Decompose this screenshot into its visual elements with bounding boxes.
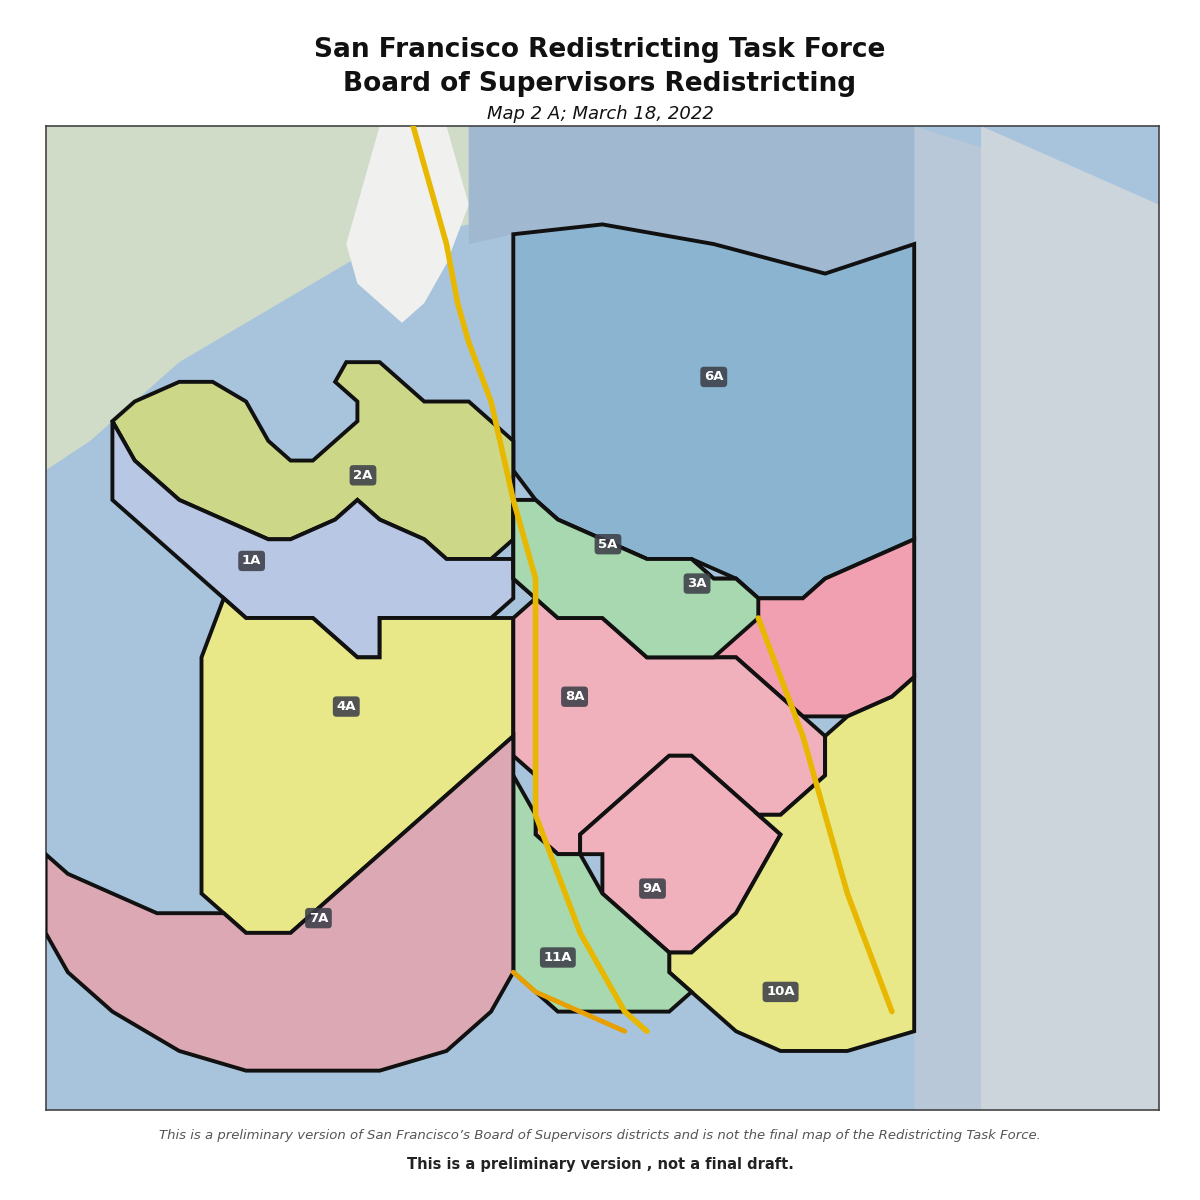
Text: 5A: 5A xyxy=(599,538,618,551)
Polygon shape xyxy=(46,126,469,470)
Text: 7A: 7A xyxy=(308,912,328,925)
Polygon shape xyxy=(113,421,514,658)
Polygon shape xyxy=(580,756,780,953)
Text: Map 2 A; March 18, 2022: Map 2 A; March 18, 2022 xyxy=(486,104,714,122)
Text: 8A: 8A xyxy=(565,690,584,703)
Polygon shape xyxy=(446,126,914,274)
Text: 6A: 6A xyxy=(704,371,724,384)
Polygon shape xyxy=(514,599,826,854)
Polygon shape xyxy=(202,599,514,932)
Text: This is a preliminary version , not a final draft.: This is a preliminary version , not a fi… xyxy=(407,1157,793,1171)
Polygon shape xyxy=(514,775,691,1012)
Polygon shape xyxy=(514,500,758,658)
Polygon shape xyxy=(514,224,914,599)
Polygon shape xyxy=(347,126,469,323)
Text: 4A: 4A xyxy=(336,700,356,713)
Text: San Francisco Redistricting Task Force: San Francisco Redistricting Task Force xyxy=(314,37,886,64)
Text: Board of Supervisors Redistricting: Board of Supervisors Redistricting xyxy=(343,71,857,97)
Text: This is a preliminary version of San Francisco’s Board of Supervisors districts : This is a preliminary version of San Fra… xyxy=(160,1129,1040,1141)
Text: 11A: 11A xyxy=(544,950,572,964)
Polygon shape xyxy=(514,500,914,716)
Polygon shape xyxy=(46,736,514,1070)
Polygon shape xyxy=(982,126,1159,1110)
Polygon shape xyxy=(847,362,904,402)
Text: 1A: 1A xyxy=(242,554,262,568)
Text: 3A: 3A xyxy=(688,577,707,590)
Polygon shape xyxy=(670,677,914,1051)
Polygon shape xyxy=(914,126,1159,1110)
Text: 10A: 10A xyxy=(767,985,794,998)
Text: 9A: 9A xyxy=(643,882,662,895)
Text: 2A: 2A xyxy=(353,469,373,482)
Polygon shape xyxy=(113,362,514,559)
